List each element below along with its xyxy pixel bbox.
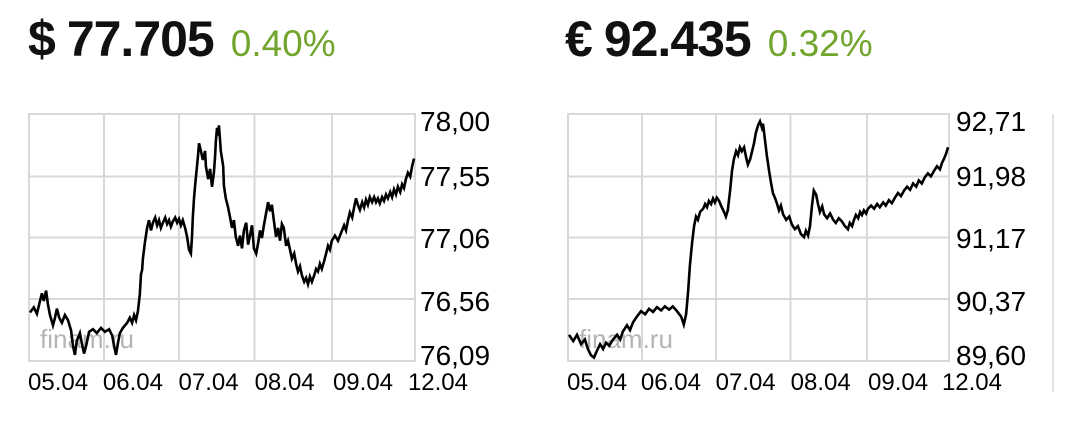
usd-change-percent: 0.40% [230, 23, 336, 64]
dollar-symbol: $ [28, 11, 56, 67]
x-axis-label: 07.04 [715, 369, 776, 396]
y-axis-label: 92,71 [956, 106, 1027, 137]
y-axis-label: 77,55 [420, 161, 491, 192]
price-line [567, 117, 950, 360]
x-axis-label: 08.04 [790, 369, 851, 396]
usd-price-chart: finam.ru [28, 113, 416, 362]
eur-quote-header: €92.435 0.32% [565, 10, 873, 68]
usd-y-axis: 78,00 77,55 77,06 76,56 76,09 [420, 107, 510, 371]
eur-y-axis: 92,71 91,98 91,17 90,37 89,60 [956, 107, 1046, 371]
x-axis-label: 06.04 [102, 369, 163, 396]
y-axis-label: 77,06 [420, 223, 491, 254]
eur-price-chart: finam.ru [567, 113, 950, 362]
x-axis-label: 06.04 [640, 369, 701, 396]
usd-price-value: 77.705 [66, 11, 215, 67]
plot-border [567, 113, 950, 362]
eur-change-percent: 0.32% [767, 23, 873, 64]
y-axis-label: 91,98 [956, 161, 1027, 192]
x-axis-label: 12.04 [407, 369, 468, 396]
y-axis-label: 89,60 [956, 340, 1027, 371]
usd-quote-header: $77.705 0.40% [28, 10, 336, 68]
x-axis-label: 12.04 [941, 369, 1002, 396]
y-axis-label: 76,56 [420, 286, 491, 317]
eur-price-value: 92.435 [603, 11, 752, 67]
x-axis-label: 07.04 [178, 369, 239, 396]
y-axis-label: 91,17 [956, 223, 1027, 254]
usd-x-axis: 05.04 06.04 07.04 08.04 09.04 12.04 [28, 369, 468, 399]
x-axis-label: 09.04 [868, 369, 929, 396]
y-axis-label: 76,09 [420, 340, 491, 371]
x-axis-label: 09.04 [332, 369, 394, 396]
x-axis-label: 05.04 [567, 369, 628, 396]
y-axis-label: 78,00 [420, 106, 491, 137]
y-axis-label: 90,37 [956, 286, 1027, 317]
x-axis-label: 05.04 [28, 369, 89, 396]
x-axis-label: 08.04 [254, 369, 315, 396]
price-line [28, 125, 416, 356]
eur-x-axis: 05.04 06.04 07.04 08.04 09.04 12.04 [567, 369, 1002, 399]
plot-border [28, 113, 416, 362]
euro-symbol: € [565, 11, 593, 67]
divider-line [1052, 114, 1054, 392]
